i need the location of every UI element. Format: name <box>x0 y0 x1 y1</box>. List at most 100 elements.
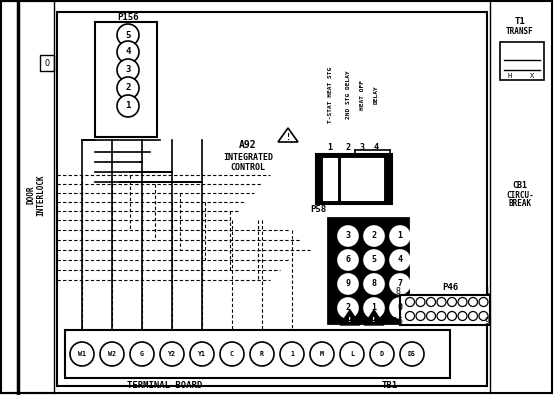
Text: 9: 9 <box>485 318 490 327</box>
Circle shape <box>100 342 124 366</box>
Circle shape <box>220 342 244 366</box>
Circle shape <box>400 342 424 366</box>
Text: O: O <box>44 58 49 68</box>
Text: 1: 1 <box>398 231 403 241</box>
Text: !: ! <box>372 317 376 323</box>
Text: 4: 4 <box>125 47 131 56</box>
Text: 9: 9 <box>346 280 351 288</box>
Text: P58: P58 <box>310 205 326 214</box>
Text: 4: 4 <box>398 256 403 265</box>
Text: 8: 8 <box>372 280 377 288</box>
Text: 3: 3 <box>346 231 351 241</box>
Circle shape <box>338 274 358 294</box>
Text: M: M <box>320 351 324 357</box>
Circle shape <box>70 342 94 366</box>
Circle shape <box>416 297 425 307</box>
Bar <box>328 218 408 323</box>
Circle shape <box>364 298 384 318</box>
Circle shape <box>250 342 274 366</box>
Circle shape <box>448 297 456 307</box>
Text: 1: 1 <box>327 143 332 152</box>
Text: !: ! <box>348 317 352 323</box>
Text: !: ! <box>348 317 352 323</box>
Circle shape <box>390 226 410 246</box>
Circle shape <box>458 312 467 320</box>
Text: 4: 4 <box>373 143 378 152</box>
Text: !: ! <box>285 134 290 143</box>
Text: 5: 5 <box>372 256 377 265</box>
Circle shape <box>338 226 358 246</box>
Circle shape <box>469 312 478 320</box>
Text: 6: 6 <box>346 256 351 265</box>
Text: DELAY: DELAY <box>373 86 378 104</box>
Text: CIRCU-: CIRCU- <box>506 190 534 199</box>
Text: P46: P46 <box>442 284 458 293</box>
Text: !: ! <box>372 317 376 323</box>
Circle shape <box>117 77 139 99</box>
Text: 0: 0 <box>398 303 403 312</box>
Text: X: X <box>530 73 534 79</box>
Circle shape <box>370 342 394 366</box>
Circle shape <box>340 342 364 366</box>
Circle shape <box>117 41 139 63</box>
Bar <box>341 158 355 200</box>
Circle shape <box>364 250 384 270</box>
Circle shape <box>130 342 154 366</box>
Text: 3: 3 <box>360 143 365 152</box>
Text: 2: 2 <box>372 231 377 241</box>
Polygon shape <box>278 128 298 142</box>
Text: 2: 2 <box>346 143 351 152</box>
Text: TRANSF: TRANSF <box>506 28 534 36</box>
Text: Y1: Y1 <box>198 351 206 357</box>
Circle shape <box>117 95 139 117</box>
Text: 8: 8 <box>396 288 401 297</box>
Text: A92: A92 <box>239 140 257 150</box>
Text: 1: 1 <box>372 303 377 312</box>
Circle shape <box>406 312 414 320</box>
Polygon shape <box>364 310 384 325</box>
Text: R: R <box>260 351 264 357</box>
Text: W1: W1 <box>78 351 86 357</box>
Bar <box>355 158 369 200</box>
Text: T1: T1 <box>515 17 525 26</box>
Circle shape <box>469 297 478 307</box>
Text: CONTROL: CONTROL <box>230 164 265 173</box>
Circle shape <box>160 342 184 366</box>
Circle shape <box>117 59 139 81</box>
Text: 2: 2 <box>125 83 131 92</box>
Circle shape <box>338 250 358 270</box>
Bar <box>95 22 157 137</box>
Text: HEAT OFF: HEAT OFF <box>360 80 365 110</box>
Bar <box>40 55 54 71</box>
Circle shape <box>479 312 488 320</box>
Text: 7: 7 <box>398 280 403 288</box>
Text: P156: P156 <box>117 13 138 21</box>
Circle shape <box>406 297 414 307</box>
Text: W2: W2 <box>108 351 116 357</box>
Circle shape <box>427 312 435 320</box>
Bar <box>323 158 337 200</box>
Text: 1: 1 <box>485 288 490 297</box>
Circle shape <box>390 274 410 294</box>
Circle shape <box>310 342 334 366</box>
Text: INTEGRATED: INTEGRATED <box>223 152 273 162</box>
Circle shape <box>280 342 304 366</box>
Text: 1: 1 <box>290 351 294 357</box>
Bar <box>57 12 487 386</box>
Text: D: D <box>380 351 384 357</box>
Text: 16: 16 <box>393 318 403 327</box>
Bar <box>369 158 383 200</box>
Text: H: H <box>508 73 512 79</box>
Text: G: G <box>140 351 144 357</box>
Text: Y2: Y2 <box>168 351 176 357</box>
Text: BREAK: BREAK <box>509 199 531 209</box>
Text: CB1: CB1 <box>512 181 527 190</box>
Text: DOOR
INTERLOCK: DOOR INTERLOCK <box>26 174 45 216</box>
Polygon shape <box>340 310 360 325</box>
Circle shape <box>390 298 410 318</box>
Text: 2: 2 <box>346 303 351 312</box>
Circle shape <box>364 274 384 294</box>
Circle shape <box>416 312 425 320</box>
Text: 5: 5 <box>125 30 131 40</box>
Circle shape <box>338 298 358 318</box>
